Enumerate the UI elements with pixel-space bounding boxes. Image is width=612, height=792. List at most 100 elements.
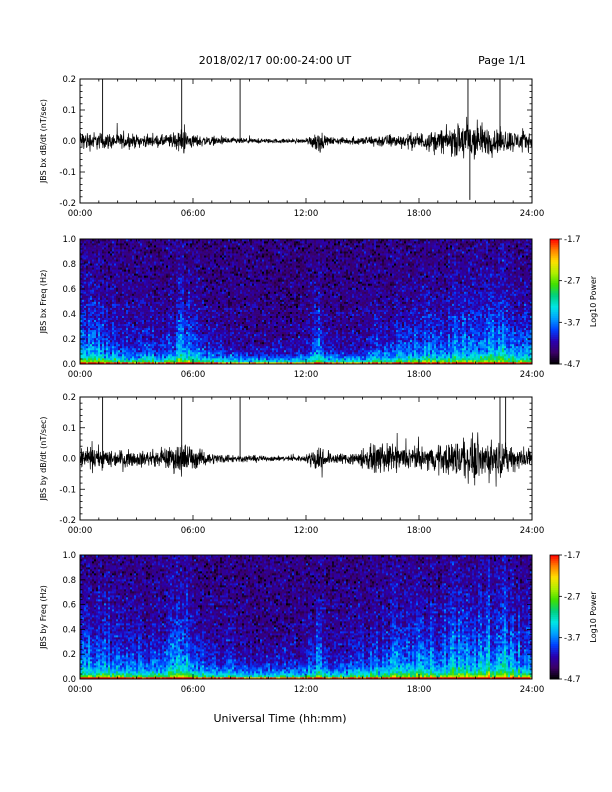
heatmap-cell xyxy=(140,361,143,365)
heatmap-cell xyxy=(134,273,137,276)
heatmap-cell xyxy=(224,299,227,302)
heatmap-cell xyxy=(140,289,143,292)
heatmap-cell xyxy=(216,329,219,333)
heatmap-cell xyxy=(222,295,225,298)
heatmap-cell xyxy=(166,329,169,333)
heatmap-cell xyxy=(212,301,215,304)
heatmap-cell xyxy=(150,335,153,339)
heatmap-cell xyxy=(140,329,143,333)
heatmap-cell xyxy=(146,355,149,359)
heatmap-cell xyxy=(178,319,181,323)
heatmap-cell xyxy=(236,345,239,349)
heatmap-cell xyxy=(204,269,207,272)
heatmap-cell xyxy=(212,361,215,365)
heatmap-cell xyxy=(88,355,91,359)
heatmap-cell xyxy=(96,335,99,339)
heatmap-cell xyxy=(200,283,203,286)
heatmap-cell xyxy=(120,289,123,292)
heatmap-cell xyxy=(156,245,159,248)
heatmap-cell xyxy=(212,359,215,363)
heatmap-cell xyxy=(90,261,93,264)
heatmap-cell xyxy=(94,329,97,333)
heatmap-cell xyxy=(80,255,83,258)
heatmap-cell xyxy=(94,293,97,296)
heatmap-cell xyxy=(132,343,135,347)
heatmap-cell xyxy=(184,243,187,246)
heatmap-cell xyxy=(208,297,211,300)
heatmap-cell xyxy=(122,359,125,363)
heatmap-cell xyxy=(154,353,157,357)
heatmap-cell xyxy=(202,299,205,302)
heatmap-cell xyxy=(206,269,209,272)
heatmap-cell xyxy=(208,313,211,316)
heatmap-cell xyxy=(150,255,153,258)
heatmap-cell xyxy=(122,243,125,246)
heatmap-cell xyxy=(122,321,125,325)
heatmap-cell xyxy=(118,241,121,244)
heatmap-cell xyxy=(118,279,121,282)
heatmap-cell xyxy=(156,349,159,353)
heatmap-cell xyxy=(186,337,189,341)
heatmap-cell xyxy=(146,245,149,248)
heatmap-cell xyxy=(214,251,217,254)
heatmap-cell xyxy=(170,305,173,308)
heatmap-cell xyxy=(144,339,147,343)
heatmap-cell xyxy=(86,359,89,363)
heatmap-cell xyxy=(142,271,145,274)
heatmap-cell xyxy=(118,343,121,347)
heatmap-cell xyxy=(190,335,193,339)
heatmap-cell xyxy=(116,303,119,306)
heatmap-cell xyxy=(232,341,235,345)
heatmap-cell xyxy=(150,341,153,345)
heatmap-cell xyxy=(174,319,177,323)
heatmap-cell xyxy=(124,323,127,327)
heatmap-cell xyxy=(206,239,209,242)
heatmap-cell xyxy=(114,297,117,300)
heatmap-cell xyxy=(134,347,137,351)
heatmap-cell xyxy=(194,253,197,256)
heatmap-cell xyxy=(178,295,181,298)
heatmap-cell xyxy=(218,327,221,331)
heatmap-cell xyxy=(192,333,195,337)
heatmap-cell xyxy=(194,303,197,306)
heatmap-cell xyxy=(196,359,199,363)
heatmap-cell xyxy=(224,343,227,347)
heatmap-cell xyxy=(212,259,215,262)
heatmap-cell xyxy=(120,345,123,349)
heatmap-cell xyxy=(92,295,95,298)
heatmap-cell xyxy=(122,325,125,329)
heatmap-cell xyxy=(114,335,117,339)
heatmap-cell xyxy=(92,313,95,316)
heatmap-cell xyxy=(148,281,151,284)
heatmap-cell xyxy=(206,317,209,320)
heatmap-cell xyxy=(104,299,107,302)
heatmap-cell xyxy=(154,311,157,314)
heatmap-cell xyxy=(130,245,133,248)
heatmap-cell xyxy=(208,361,211,365)
heatmap-cell xyxy=(206,347,209,351)
heatmap-cell xyxy=(94,249,97,252)
heatmap-cell xyxy=(110,313,113,316)
heatmap-cell xyxy=(200,255,203,258)
heatmap-cell xyxy=(224,349,227,353)
heatmap-cell xyxy=(100,261,103,264)
heatmap-cell xyxy=(110,349,113,353)
heatmap-cell xyxy=(204,343,207,347)
heatmap-cell xyxy=(88,291,91,294)
heatmap-cell xyxy=(112,315,115,318)
heatmap-cell xyxy=(200,239,203,242)
heatmap-cell xyxy=(148,239,151,242)
heatmap-cell xyxy=(96,261,99,264)
heatmap-cell xyxy=(220,295,223,298)
heatmap-cell xyxy=(138,291,141,294)
heatmap-cell xyxy=(172,283,175,286)
heatmap-cell xyxy=(174,315,177,318)
heatmap-cell xyxy=(236,295,239,298)
heatmap-cell xyxy=(198,319,201,323)
heatmap-cell xyxy=(206,279,209,282)
heatmap-cell xyxy=(216,259,219,262)
heatmap-cell xyxy=(228,309,231,312)
heatmap-cell xyxy=(204,245,207,248)
heatmap-cell xyxy=(218,281,221,284)
heatmap-cell xyxy=(188,279,191,282)
